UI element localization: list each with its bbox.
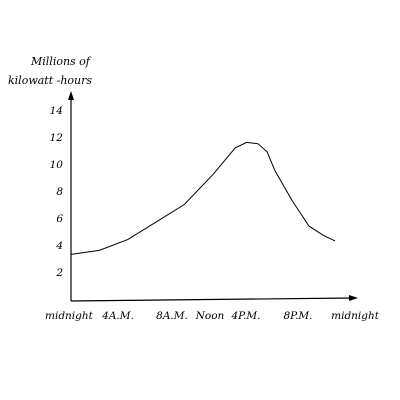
x-tick-label: 8P.M.: [283, 310, 312, 322]
y-axis-label-line-1: Millions of: [30, 55, 92, 68]
y-tick-label: 4: [55, 240, 63, 252]
x-tick-label: 4P.M.: [230, 310, 260, 322]
x-axis-arrow: [349, 295, 358, 301]
y-axis-arrow: [68, 91, 74, 100]
x-tick-label: 4A.M.: [101, 310, 134, 322]
x-tick-label: midnight: [45, 310, 94, 322]
x-tick-label: midnight: [331, 310, 380, 322]
y-tick-label: 12: [50, 132, 64, 144]
y-tick-label: 6: [56, 213, 63, 225]
series-group: [70, 141, 336, 255]
x-tick-label: 8A.M.: [156, 310, 188, 322]
y-tick-label: 14: [50, 105, 63, 117]
y-tick-label: 10: [50, 159, 64, 171]
axes: [68, 91, 358, 302]
y-tick-label: 8: [56, 186, 63, 198]
y-axis-label-line-2: kilowatt -hours: [8, 74, 92, 87]
y-tick-label: 2: [55, 267, 63, 279]
x-tick-labels: midnight 4A.M. 8A.M. Noon 4P.M. 8P.M. midnight: [45, 310, 380, 322]
x-axis: [70, 297, 352, 302]
y-tick-labels: 2 4 6 8 10 12 14: [50, 105, 64, 279]
x-tick-label: Noon: [195, 310, 225, 322]
series-line: [70, 141, 336, 255]
